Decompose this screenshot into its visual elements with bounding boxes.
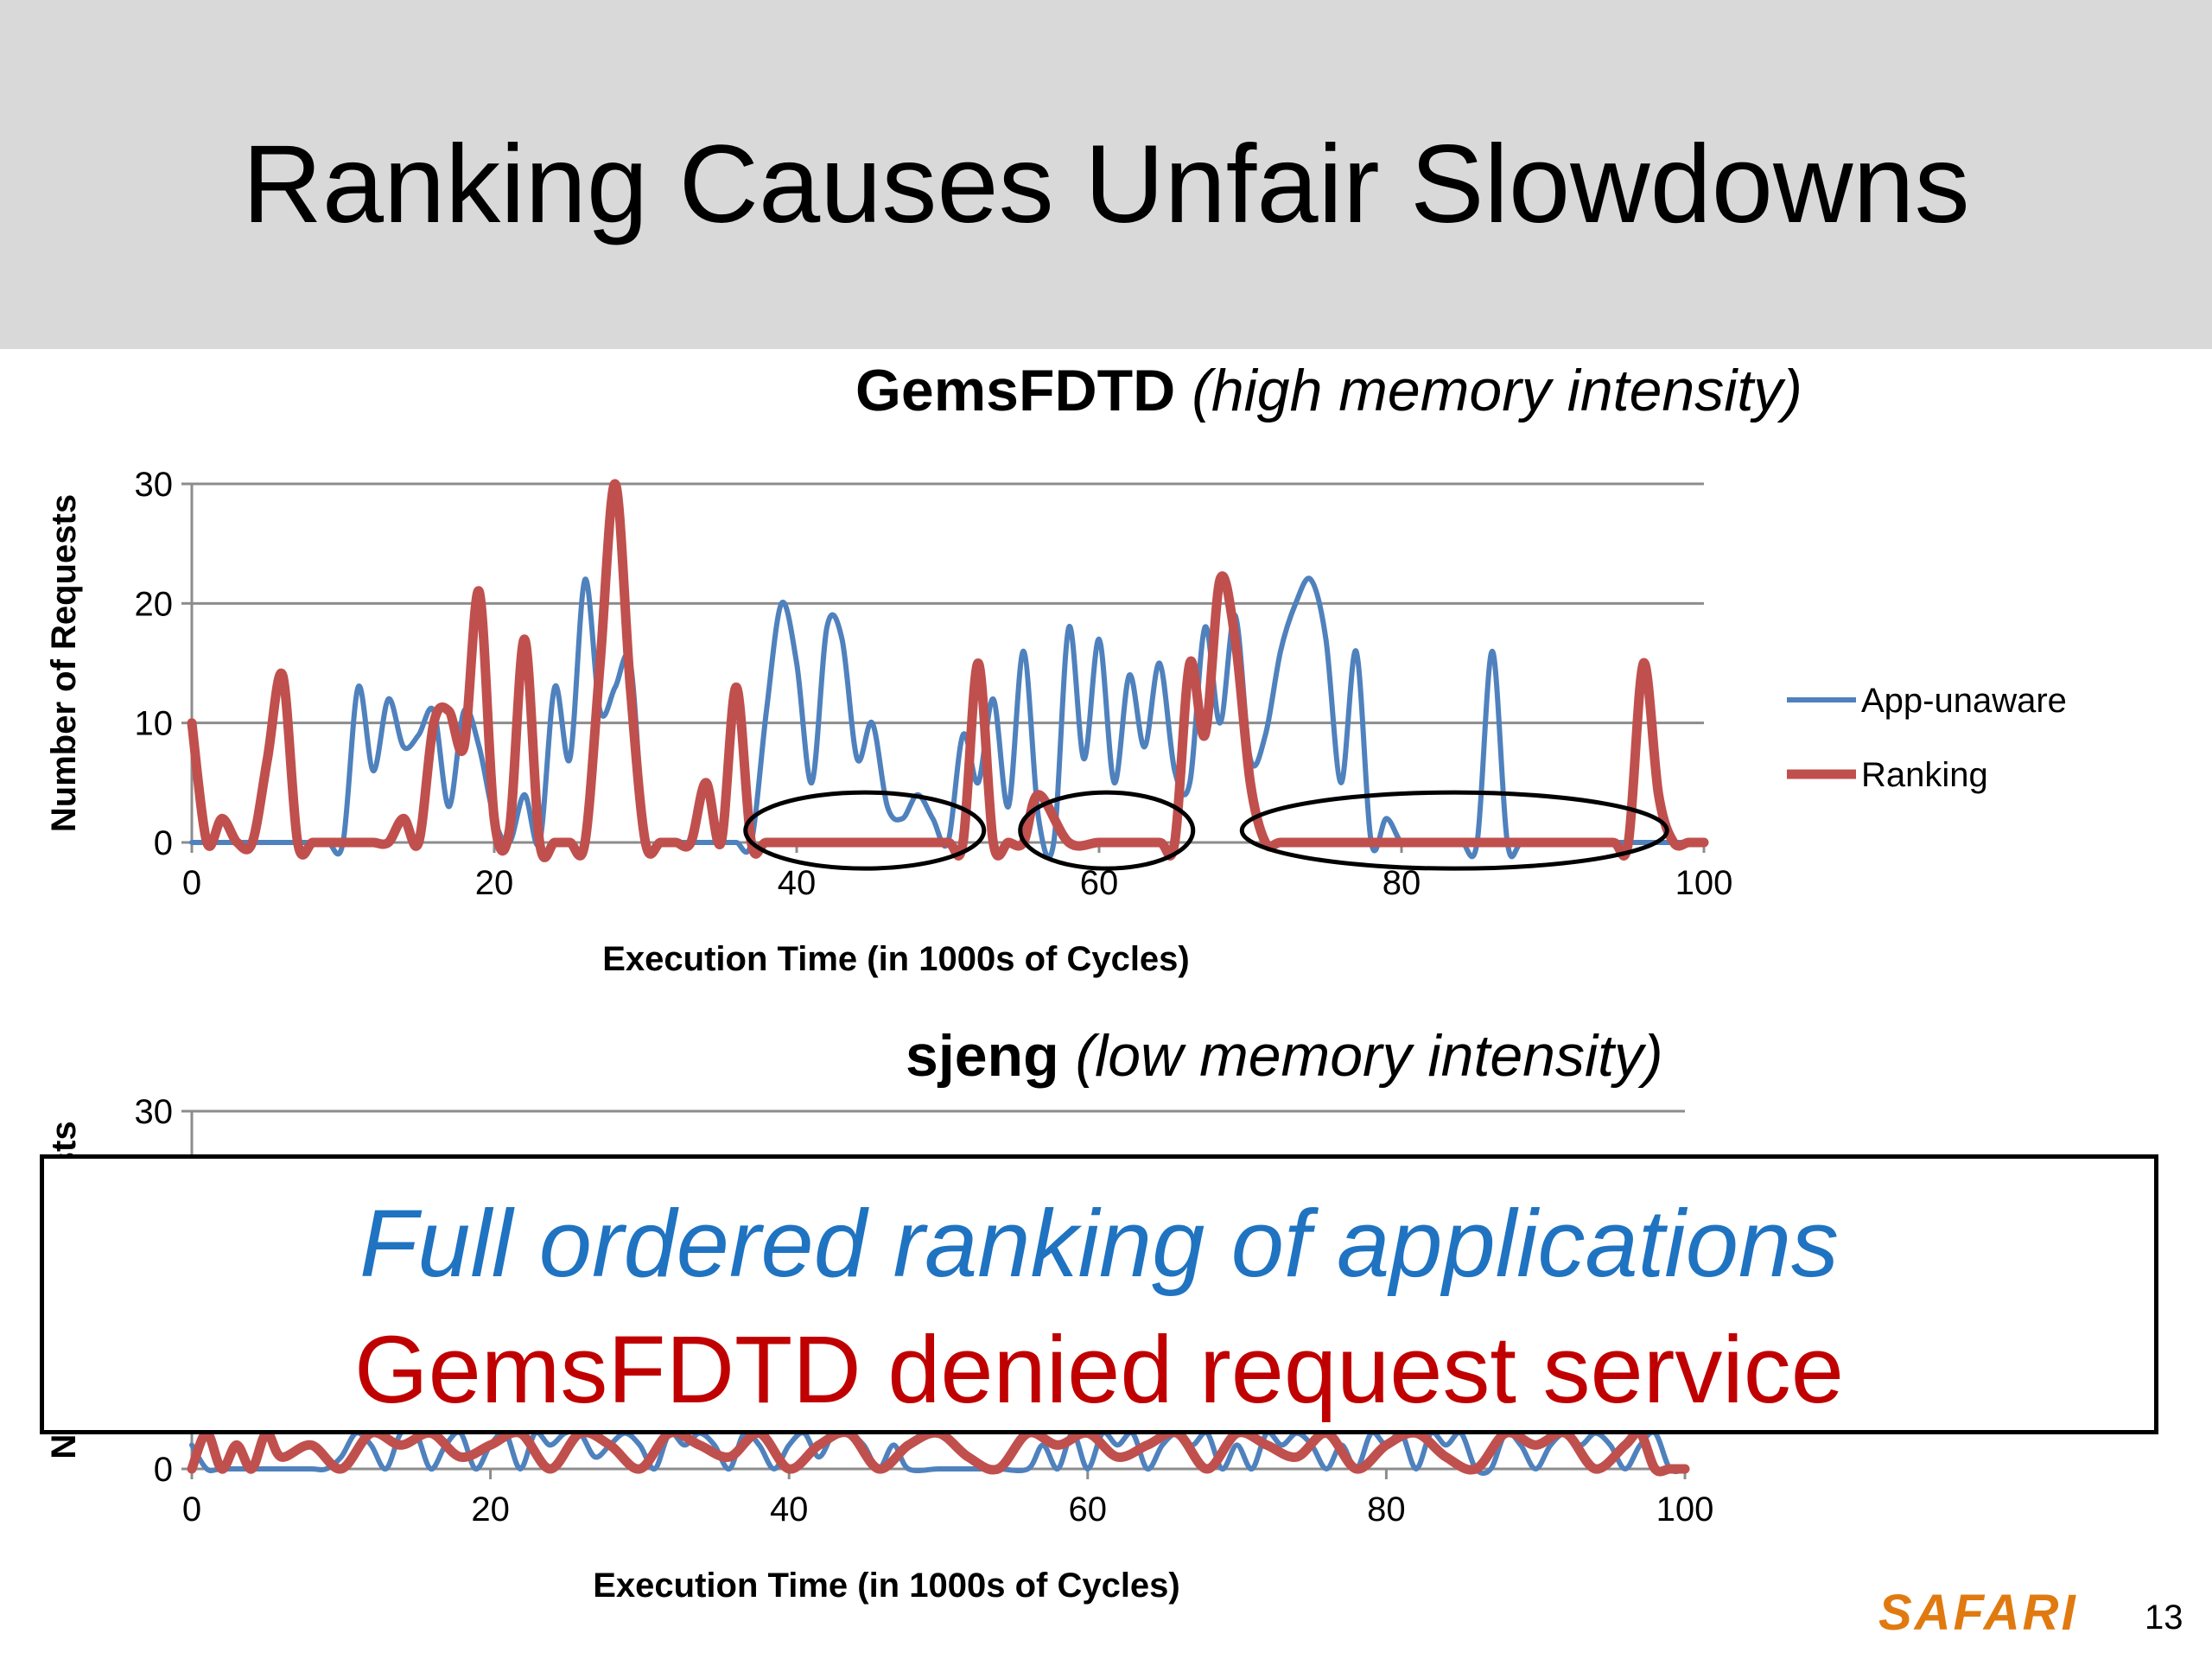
chart1-title: GemsFDTD (high memory intensity)	[855, 361, 1802, 420]
chart1-title-sub: (high memory intensity)	[1192, 358, 1802, 423]
starvation-ellipse	[1239, 790, 1669, 871]
series-line-ranking	[187, 479, 1709, 862]
callout-line-ranking: Full ordered ranking of applications	[359, 1191, 1840, 1297]
x-tick-label: 80	[1367, 1491, 1406, 1529]
x-tick-label: 60	[1069, 1491, 1108, 1529]
y-tick-label: 20	[135, 585, 174, 623]
slide-title: Ranking Causes Unfair Slowdowns	[242, 123, 1970, 246]
chart1-title-name: GemsFDTD	[855, 358, 1176, 423]
x-axis-label: Execution Time (in 1000s of Cycles)	[593, 1567, 1180, 1605]
x-tick-label: 20	[471, 1491, 510, 1529]
legend-label: App-unaware	[1861, 682, 2067, 720]
starvation-ellipse	[743, 790, 987, 871]
callout-line-denied: GemsFDTD denied request service	[354, 1317, 1844, 1423]
page-number: 13	[2145, 1599, 2183, 1637]
y-tick-label: 0	[154, 824, 173, 862]
y-tick-label: 0	[154, 1451, 173, 1489]
x-tick-label: 80	[1382, 864, 1421, 902]
x-axis-label: Execution Time (in 1000s of Cycles)	[602, 940, 1190, 978]
x-tick-label: 20	[475, 864, 514, 902]
chart2-title: sjeng (low memory intensity)	[906, 1027, 1663, 1085]
chart2-title-name: sjeng	[906, 1023, 1059, 1089]
x-tick-label: 40	[770, 1491, 809, 1529]
x-tick-label: 40	[778, 864, 817, 902]
chart2-title-sub: (low memory intensity)	[1075, 1023, 1663, 1089]
title-band	[0, 0, 2212, 349]
legend-label: Ranking	[1861, 756, 1988, 794]
callout-box: Full ordered ranking of applications Gem…	[40, 1154, 2158, 1434]
y-tick-label: 10	[135, 705, 174, 743]
x-tick-label: 100	[1656, 1491, 1714, 1529]
x-tick-label: 0	[182, 864, 201, 902]
starvation-ellipse	[1018, 790, 1196, 871]
series-line-ranking	[187, 1427, 1690, 1477]
y-tick-label: 30	[135, 1093, 174, 1131]
y-axis-label: Number of Requests	[45, 494, 83, 832]
safari-brand-logo: SAFARI	[1878, 1585, 2078, 1641]
x-tick-label: 100	[1675, 864, 1733, 902]
y-tick-label: 30	[135, 466, 174, 504]
x-tick-label: 0	[182, 1491, 201, 1529]
